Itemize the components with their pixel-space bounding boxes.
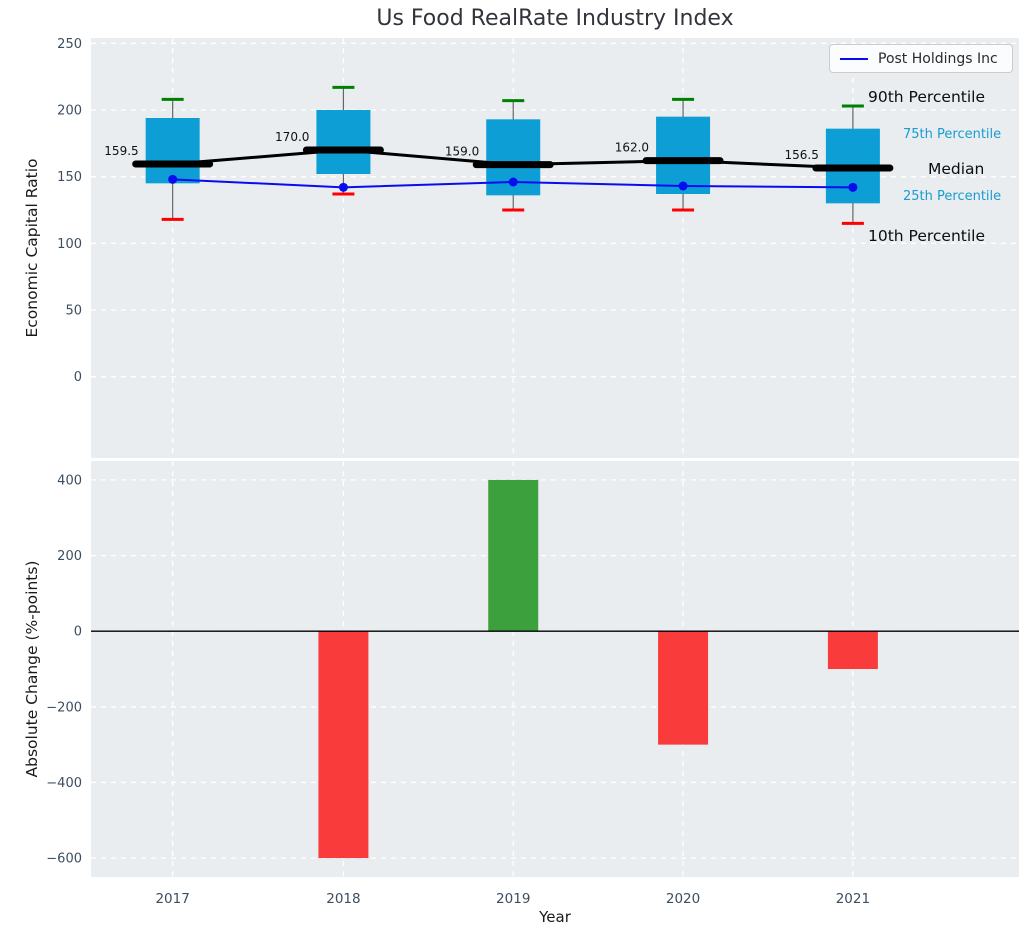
- median-value-label: 156.5: [785, 148, 819, 162]
- annotation-25th-percentile: 25th Percentile: [903, 189, 1002, 204]
- x-tick-label: 2021: [836, 891, 870, 907]
- median-value-label: 170.0: [275, 130, 309, 144]
- plot-background: [91, 38, 1019, 458]
- plot-background: [91, 461, 1019, 877]
- change-bar: [488, 479, 539, 632]
- x-tick-label: 2019: [496, 891, 530, 907]
- company-point: [338, 182, 348, 192]
- company-point: [168, 174, 178, 184]
- company-point: [678, 181, 688, 191]
- top-y-axis-label: Economic Capital Ratio: [23, 158, 41, 338]
- company-point: [848, 182, 858, 192]
- legend-label: Post Holdings Inc: [878, 50, 998, 67]
- y-tick-label: 50: [65, 304, 82, 319]
- bottom-y-axis-label: Absolute Change (%-points): [23, 560, 41, 778]
- y-tick-label: 200: [57, 549, 82, 564]
- y-tick-label: 0: [74, 625, 82, 640]
- iqr-box: [145, 118, 200, 184]
- y-tick-label: 0: [74, 370, 82, 385]
- median-value-label: 159.5: [104, 144, 138, 158]
- iqr-box: [316, 110, 371, 174]
- iqr-box: [656, 116, 711, 194]
- company-point: [508, 177, 518, 187]
- x-tick-label: 2017: [155, 891, 189, 907]
- annotation-75th-percentile: 75th Percentile: [903, 127, 1002, 142]
- annotation-10th-percentile: 10th Percentile: [868, 227, 986, 245]
- x-tick-label: 2018: [326, 891, 360, 907]
- top-chart: 0 50 100 150 200 250 159.5 170.0 159.0 162.0 156.5: [57, 37, 1019, 458]
- legend-line-swatch: [840, 57, 868, 60]
- y-tick-label: 200: [57, 104, 82, 119]
- y-tick-label: −400: [46, 776, 82, 791]
- y-tick-label: −200: [46, 700, 82, 715]
- bottom-chart: 400 200 0 −200 −400 −600 2017 2018 2019 2020 2021: [46, 461, 1019, 907]
- annotation-median: Median: [928, 160, 985, 178]
- y-tick-label: 250: [57, 37, 82, 52]
- chart-title: Us Food RealRate Industry Index: [376, 6, 734, 31]
- annotation-90th-percentile: 90th Percentile: [868, 88, 986, 106]
- legend: Post Holdings Inc: [829, 44, 1013, 73]
- change-bar: [318, 631, 369, 859]
- y-tick-label: −600: [46, 852, 82, 867]
- median-value-label: 159.0: [445, 145, 479, 159]
- y-tick-label: 100: [57, 237, 82, 252]
- change-bar: [658, 631, 709, 745]
- x-tick-label: 2020: [666, 891, 700, 907]
- change-bar: [827, 631, 878, 669]
- median-value-label: 162.0: [615, 141, 649, 155]
- x-axis-label: Year: [539, 908, 571, 926]
- y-tick-label: 150: [57, 170, 82, 185]
- y-tick-label: 400: [57, 473, 82, 488]
